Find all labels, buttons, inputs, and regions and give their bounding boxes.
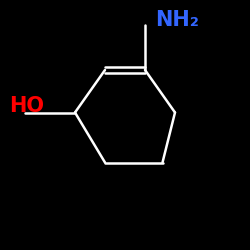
Text: NH₂: NH₂ bbox=[155, 10, 199, 30]
Text: HO: HO bbox=[9, 96, 44, 116]
